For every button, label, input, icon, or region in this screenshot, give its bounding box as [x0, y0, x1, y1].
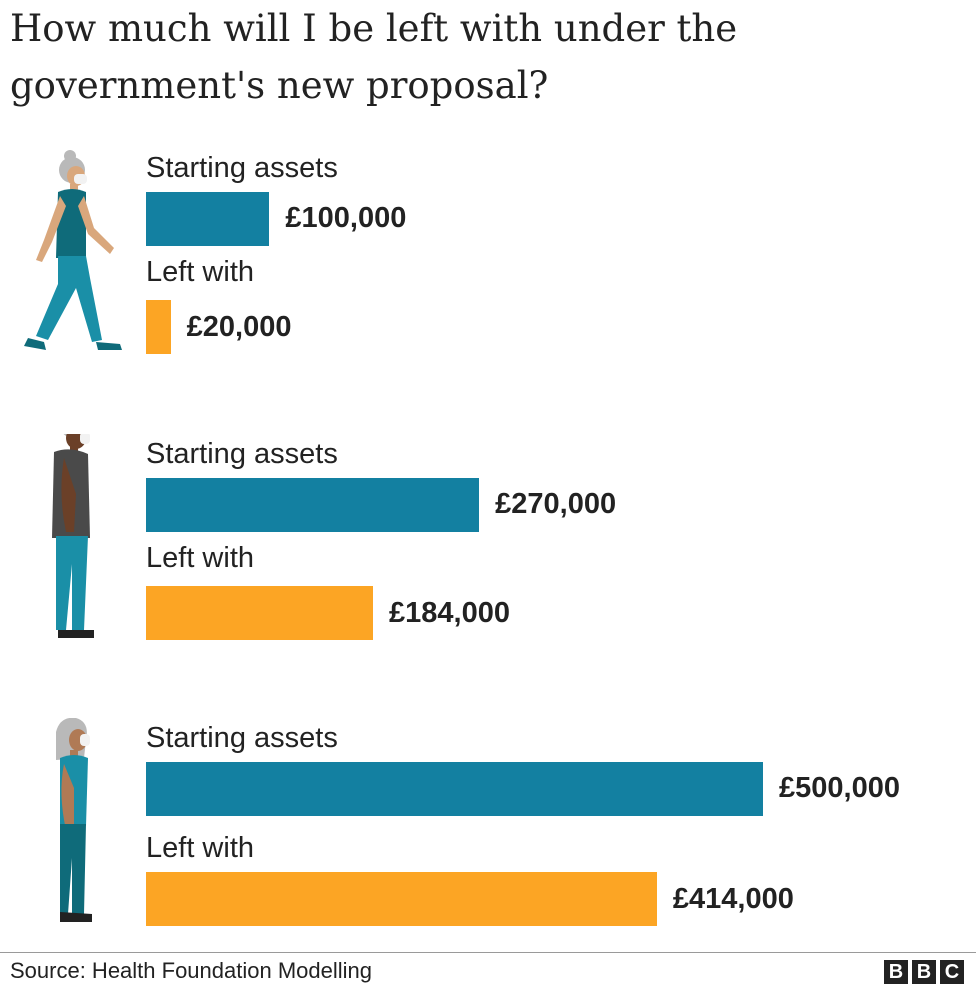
- logo-letter: C: [940, 960, 964, 984]
- starting-assets-label: Starting assets: [146, 722, 338, 754]
- left-with-label: Left with: [146, 832, 254, 864]
- standing-man-icon: [52, 434, 94, 638]
- value-starting-assets-2: £270,000: [495, 488, 617, 520]
- left-with-label: Left with: [146, 542, 254, 574]
- bbc-logo: B B C: [884, 960, 964, 984]
- bar-left-with-3: [146, 872, 657, 926]
- value-starting-assets-1: £100,000: [285, 202, 407, 234]
- logo-letter: B: [912, 960, 936, 984]
- value-starting-assets-3: £500,000: [779, 772, 900, 804]
- walking-woman-icon: [24, 150, 122, 350]
- starting-assets-label: Starting assets: [146, 438, 338, 470]
- footer-divider: [0, 952, 976, 953]
- bar-left-with-1: [146, 300, 171, 354]
- bar-starting-assets-3: [146, 762, 763, 816]
- group-1: Starting assets £100,000 Left with £20,0…: [0, 148, 976, 363]
- logo-letter: B: [884, 960, 908, 984]
- bar-starting-assets-2: [146, 478, 480, 532]
- bar-left-with-2: [146, 586, 374, 640]
- chart-title: How much will I be left with under the g…: [10, 7, 738, 107]
- value-left-with-1: £20,000: [186, 311, 292, 343]
- value-left-with-2: £184,000: [389, 597, 511, 629]
- standing-woman-icon: [56, 718, 92, 922]
- group-2: Starting assets £270,000 Left with £184,…: [0, 434, 976, 649]
- group-3: Starting assets £500,000 Left with £414,…: [0, 718, 976, 933]
- source-note: Source: Health Foundation Modelling: [10, 958, 373, 983]
- left-with-label: Left with: [146, 256, 254, 288]
- value-left-with-3: £414,000: [672, 883, 794, 915]
- starting-assets-label: Starting assets: [146, 152, 338, 184]
- bar-starting-assets-1: [146, 192, 270, 246]
